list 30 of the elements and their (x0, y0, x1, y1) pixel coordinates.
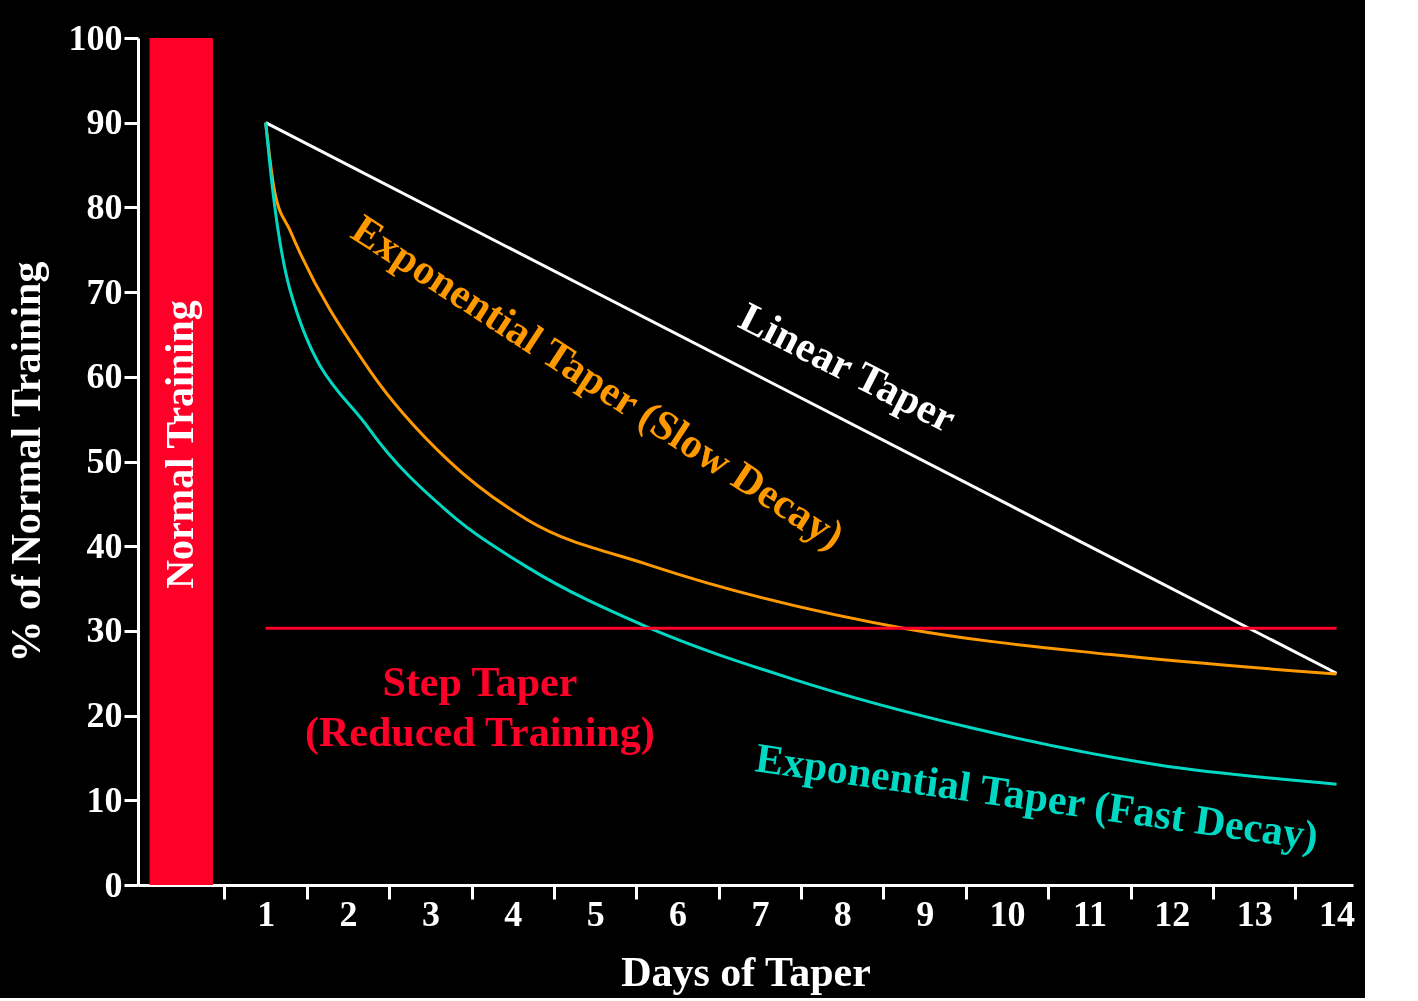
series-label: Step Taper (Reduced Training) (305, 659, 655, 757)
y-tick-label: 0 (104, 864, 123, 905)
x-tick-label: 14 (1319, 893, 1356, 934)
y-axis-title: % of Normal Training (2, 261, 49, 663)
y-tick-label: 10 (86, 779, 123, 820)
x-tick-label: 4 (504, 893, 523, 934)
x-tick-label: 2 (339, 893, 358, 934)
x-tick-label: 13 (1236, 893, 1273, 934)
y-tick-label: 20 (86, 695, 123, 736)
x-tick-label: 5 (586, 893, 605, 934)
x-tick-label: 6 (669, 893, 688, 934)
x-tick-label: 11 (1072, 893, 1107, 934)
y-tick-label: 60 (86, 356, 123, 397)
band-label: Normal Training (157, 300, 203, 589)
x-tick-label: 9 (916, 893, 935, 934)
x-tick-label: 12 (1154, 893, 1191, 934)
y-tick-label: 40 (86, 525, 123, 566)
y-tick-label: 100 (68, 17, 123, 58)
x-tick-label: 3 (421, 893, 440, 934)
y-tick-label: 50 (86, 441, 123, 481)
x-axis-title: Days of Taper (621, 948, 871, 995)
y-tick-label: 80 (86, 186, 123, 227)
y-tick-label: 30 (86, 610, 123, 651)
x-tick-label: 10 (989, 893, 1026, 934)
y-tick-label: 70 (86, 271, 123, 312)
x-tick-label: 1 (257, 893, 276, 934)
text: Exponential Taper (Fast Decay) (752, 734, 1321, 861)
x-tick-label: 8 (833, 893, 852, 934)
x-tick-label: 7 (751, 893, 770, 934)
y-tick-label: 90 (86, 102, 123, 143)
